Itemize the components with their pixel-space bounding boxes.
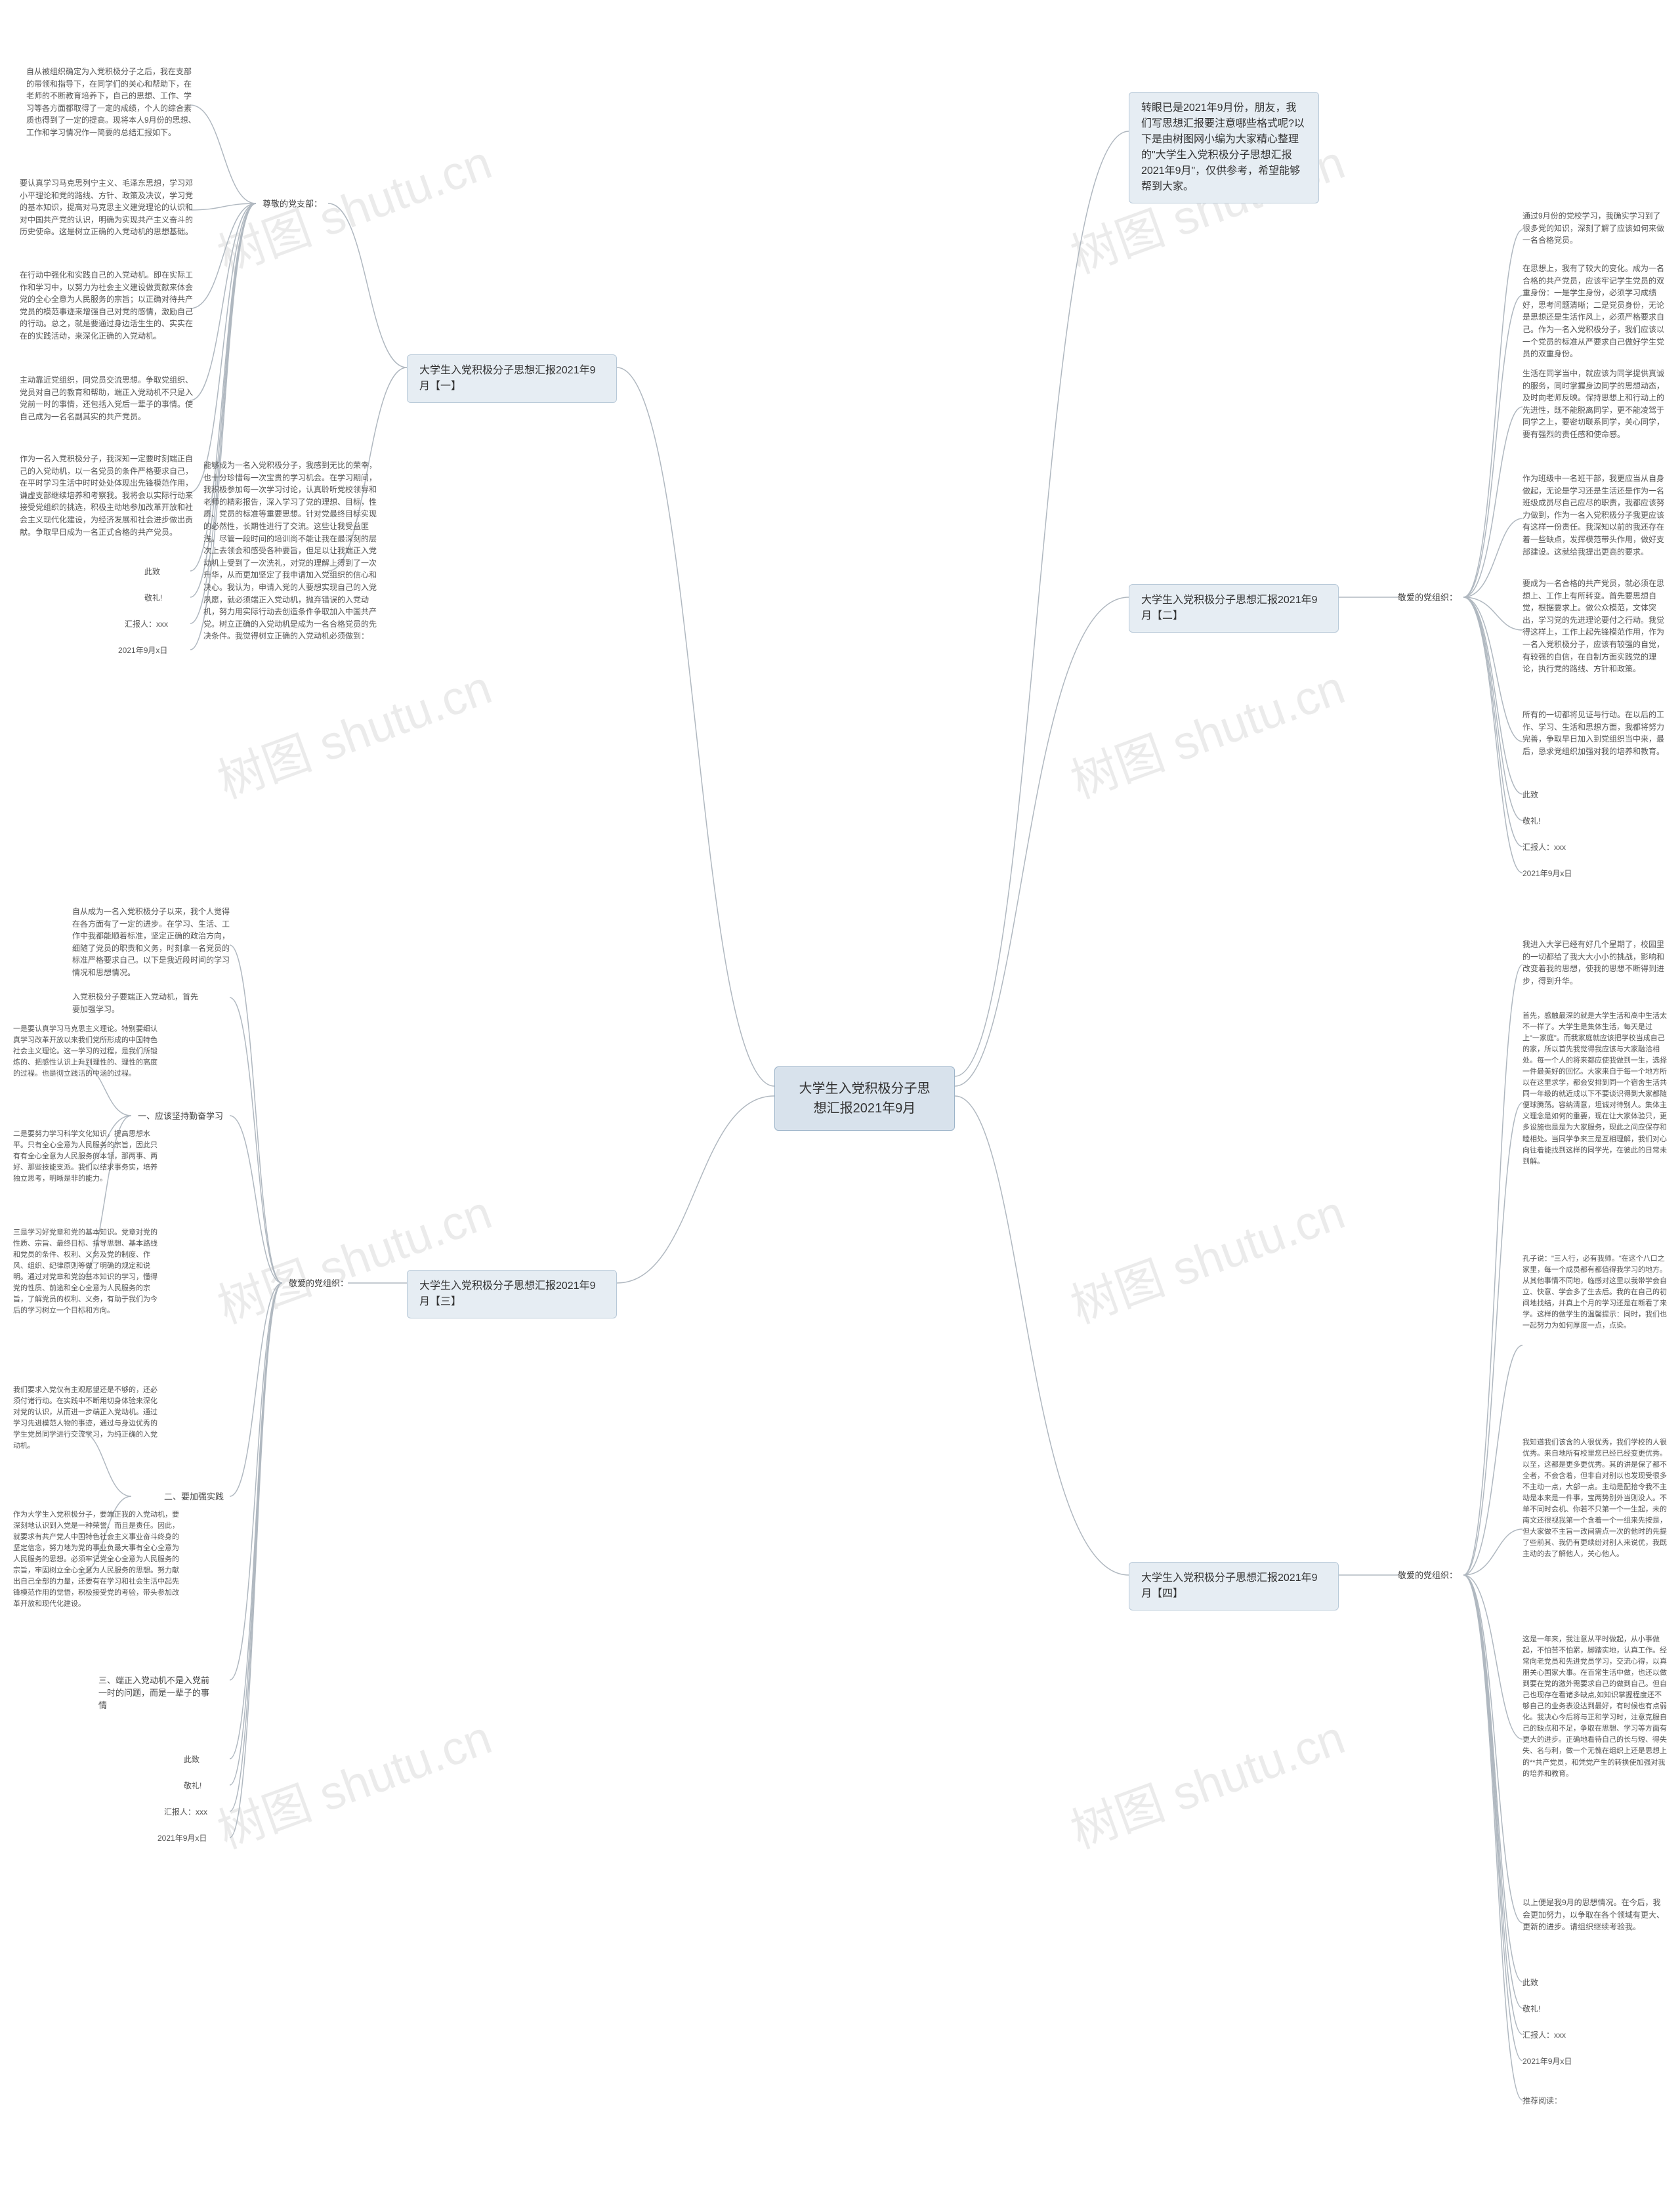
branch-2-leaf-6: 此致 [1522,789,1538,801]
branch-1: 大学生入党积极分子思想汇报2021年9月【一】 [407,354,617,403]
branch-4-leaf-4: 这是一年来，我注意从平时做起，从小事做起，不怕苦不怕累，脚踏实地，认真工作。经常… [1522,1634,1667,1780]
branch-2-leaf-2: 生活在同学当中，就应该为同学提供真诚的服务，同时掌握身边同学的思想动态，及时向老… [1522,368,1667,441]
branch-3-leaf-7: 此致 [184,1754,200,1766]
branch-4-leaf-5: 以上便是我9月的思想情况。在今后，我会更加努力，以争取在各个领域有更大、更新的进… [1522,1897,1667,1933]
branch-3-leaf-8: 敬礼! [184,1780,201,1792]
branch-3-leaf-10: 2021年9月x日 [158,1832,207,1845]
branch-3-sub3: 二、要加强实践 [164,1490,243,1502]
branch-3-leaf-0: 自从成为一名入党积极分子以来，我个人觉得在各方面有了一定的进步。在学习、生活、工… [72,906,236,979]
branch-4: 大学生入党积极分子思想汇报2021年9月【四】 [1129,1562,1339,1610]
branch-3-sub2: 一、应该坚持勤奋学习 [138,1109,236,1122]
intro-node: 转眼已是2021年9月份，朋友，我们写思想汇报要注意哪些格式呢?以下是由树图网小… [1129,92,1319,203]
branch-1-leaf-1: 要认真学习马克思列宁主义、毛泽东思想，学习邓小平理论和党的路线、方针、政策及决议… [20,177,197,238]
branch-1-leaf-4: 作为一名入党积极分子，我深知一定要时刻端正自己的入党动机，以一名党员的条件严格要… [20,453,197,538]
watermark: 树图 shutu.cn [1060,649,1353,812]
branch-3-leaf-9: 汇报人：xxx [164,1806,207,1819]
branch-3-sub4: 三、端正入党动机不是入党前一时的问题，而是一辈子的事情 [98,1673,217,1711]
watermark: 树图 shutu.cn [1060,1699,1353,1862]
watermark: 树图 shutu.cn [207,124,499,287]
branch-2-leaf-9: 2021年9月x日 [1522,868,1572,880]
branch-2-sub: 敬爱的党组织： [1398,591,1458,603]
center-node: 大学生入党积极分子思想汇报2021年9月 [774,1066,955,1131]
branch-2-leaf-0: 通过9月份的党校学习，我确实学习到了很多党的知识，深刻了解了应该如何来做一名合格… [1522,210,1667,247]
branch-1-leaf-7: 汇报人：xxx [125,618,168,631]
branch-4-leaf-1: 首先，感触最深的就是大学生活和高中生活太不一样了。大学生是集体生活，每天是过上"… [1522,1011,1667,1168]
branch-3-leaf-4: 三是学习好党章和党的基本知识。党章对党的性质、宗旨、最终目标、指导思想、基本路线… [13,1227,164,1316]
branch-4-leaf-9: 2021年9月x日 [1522,2055,1572,2068]
branch-3-leaf-1: 入党积极分子要端正入党动机，首先要加强学习。 [72,991,203,1015]
branch-4-leaf-8: 汇报人：xxx [1522,2029,1566,2042]
branch-2-leaf-4: 要成为一名合格的共产党员，就必须在思想上、工作上有所转变。首先要思想自觉，根据要… [1522,578,1667,675]
branch-3-leaf-6: 作为大学生入党积极分子，要端正我的入党动机，要深刻地认识到入党是一种荣誉、而且是… [13,1509,184,1610]
branch-1-leaf-8: 2021年9月x日 [118,644,167,657]
branch-1-leaf-5: 此致 [144,566,160,578]
watermark: 树图 shutu.cn [1060,1174,1353,1337]
branch-3-leaf-2: 一是要认真学习马克思主义理论。特别要细认真学习改革开放以来我们党所形成的中国特色… [13,1024,164,1080]
branch-4-leaf-6: 此致 [1522,1977,1538,1989]
branch-1-sub: 尊敬的党支部： [262,197,322,209]
branch-1-leaf-0: 自从被组织确定为入党积极分子之后，我在支部的带领和指导下，在同学们的关心和帮助下… [26,66,197,139]
branch-3-sub1: 敬爱的党组织： [289,1276,348,1289]
branch-3-leaf-5: 我们要求入党仅有主观愿望还是不够的，还必须付诸行动。在实践中不断用切身体验来深化… [13,1385,164,1452]
branch-2-leaf-5: 所有的一切都将见证与行动。在以后的工作、学习、生活和思想方面，我都将努力完善，争… [1522,709,1667,757]
branch-4-leaf-0: 我进入大学已经有好几个星期了，校园里的一切都给了我大大小小的挑战，影响和改变着我… [1522,938,1667,987]
branch-1-leaf-6: 敬礼! [144,592,162,604]
branch-3-leaf-3: 二是要努力学习科学文化知识，提高思想水平。只有全心全意为人民服务的宗旨，因此只有… [13,1129,164,1185]
branch-4-sub: 敬爱的党组织： [1398,1568,1458,1581]
branch-4-leaf-2: 孔子说："三人行，必有我师。"在这个八口之家里，每一个成员都有都值得我学习的地方… [1522,1253,1667,1332]
watermark: 树图 shutu.cn [207,649,499,812]
branch-1-leaf-3: 主动靠近党组织，同党员交流思想。争取党组织、党员对自己的教育和帮助，端正入党动机… [20,374,197,423]
branch-2-leaf-1: 在思想上，我有了较大的变化。成为一名合格的共产党员，应该牢记学生党员的双重身份：… [1522,263,1667,360]
branch-4-leaf-7: 敬礼! [1522,2003,1540,2015]
branch-2-leaf-3: 作为班级中一名班干部，我更应当从自身做起，无论是学习还是生活还是作为一名班级成员… [1522,473,1667,558]
branch-3: 大学生入党积极分子思想汇报2021年9月【三】 [407,1270,617,1318]
branch-4-leaf-10: 推荐阅读： [1522,2095,1562,2107]
branch-2: 大学生入党积极分子思想汇报2021年9月【二】 [1129,584,1339,633]
branch-1-leaf-2: 在行动中强化和实践自己的入党动机。即在实际工作和学习中，以努力为社会主义建设做贡… [20,269,197,343]
branch-1-leaf-9: 能够成为一名入党积极分子，我感到无比的荣幸，也十分珍惜每一次宝贵的学习机会。在学… [203,459,381,642]
watermark: 树图 shutu.cn [207,1699,499,1862]
branch-2-leaf-8: 汇报人：xxx [1522,841,1566,854]
branch-2-leaf-7: 敬礼! [1522,815,1540,828]
branch-4-leaf-3: 我知道我们该含的人很优秀，我们学校的人很优秀。来自地所有校里您已经已经变更优秀。… [1522,1437,1667,1561]
